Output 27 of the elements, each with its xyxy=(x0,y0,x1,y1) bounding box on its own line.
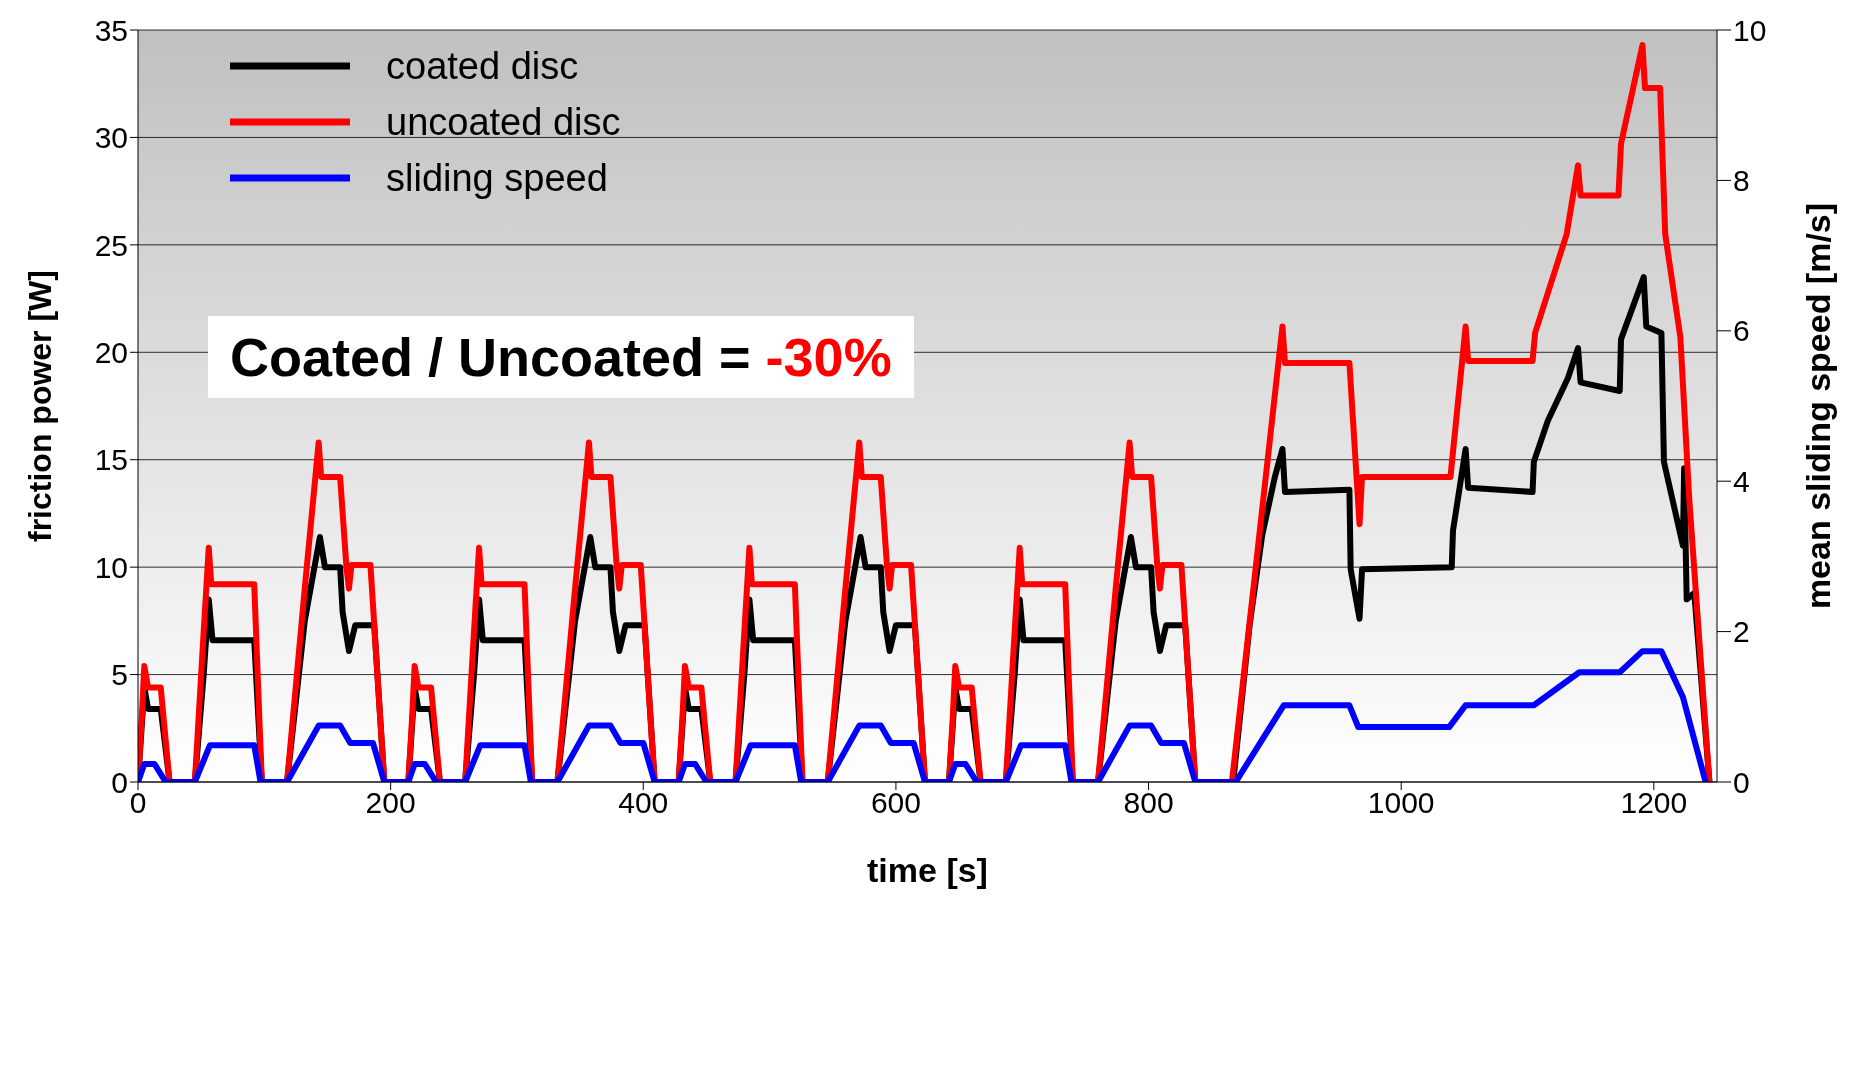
legend-label: uncoated disc xyxy=(386,100,621,144)
annotation: Coated / Uncoated = -30% xyxy=(208,316,914,398)
y-tick-label: 10 xyxy=(94,550,128,584)
y-axis-title: friction power [W] xyxy=(22,270,58,542)
y-tick-label: 15 xyxy=(94,443,128,477)
x-tick-label: 1000 xyxy=(1367,786,1435,820)
x-tick-label: 1200 xyxy=(1620,786,1688,820)
y2-tick-label: 4 xyxy=(1733,464,1750,498)
y2-tick-label: 8 xyxy=(1733,164,1750,198)
x-tick-label: 600 xyxy=(870,786,921,820)
y-tick-label: 25 xyxy=(94,228,128,262)
y2-tick-label: 2 xyxy=(1733,615,1750,649)
legend-label: sliding speed xyxy=(386,156,608,200)
y2-tick-label: 10 xyxy=(1733,13,1767,47)
y-tick-label: 0 xyxy=(111,765,128,799)
x-tick-label: 800 xyxy=(1123,786,1174,820)
y-tick-label: 35 xyxy=(94,13,128,47)
y-tick-label: 20 xyxy=(94,335,128,369)
y2-tick-label: 0 xyxy=(1733,765,1750,799)
y-tick-label: 5 xyxy=(111,658,128,692)
x-tick-label: 400 xyxy=(618,786,669,820)
y-tick-label: 30 xyxy=(94,121,128,155)
y2-axis-title: mean sliding speed [m/s] xyxy=(1799,202,1837,610)
y2-tick-label: 6 xyxy=(1733,314,1750,348)
x-tick-label: 200 xyxy=(365,786,416,820)
x-axis-title: time [s] xyxy=(867,851,988,889)
legend-label: coated disc xyxy=(386,44,579,88)
